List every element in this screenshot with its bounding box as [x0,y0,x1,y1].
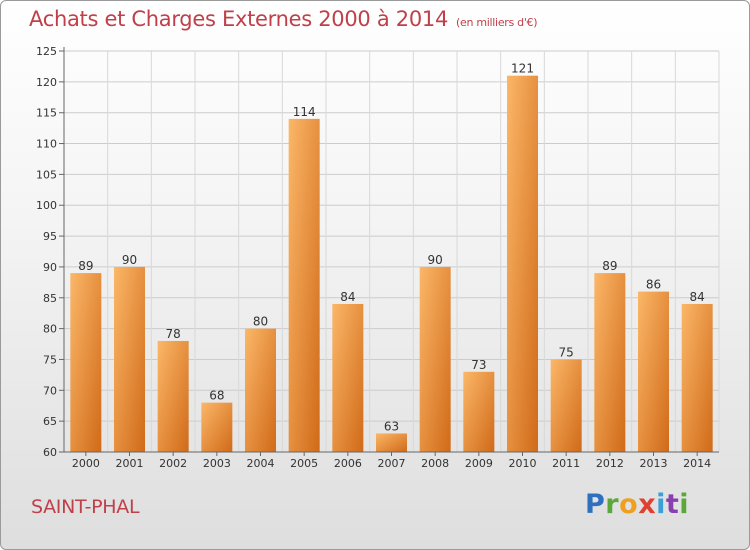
y-tick-label: 95 [43,230,57,243]
x-tick-label: 2010 [509,457,537,470]
x-tick-label: 2006 [334,457,362,470]
x-tick-label: 2002 [159,457,187,470]
bar-2006 [332,303,364,452]
bar-2013 [638,291,669,452]
data-label: 86 [646,278,661,292]
x-tick-label: 2008 [421,457,449,470]
y-tick-label: 120 [36,76,57,89]
y-tick-label: 90 [43,261,57,274]
bar-2008 [419,266,451,452]
bar-2005 [288,118,320,452]
bar-2003 [201,402,233,452]
proxiti-logo[interactable]: Proxiti [585,489,690,520]
data-label: 84 [340,290,355,304]
bar-2007 [376,433,407,452]
data-label: 121 [511,62,534,76]
y-tick-label: 75 [43,353,57,366]
data-label: 75 [559,345,574,359]
bar-2004 [245,328,276,452]
data-label: 90 [428,253,443,267]
data-label: 80 [253,315,268,329]
y-tick-label: 80 [43,323,57,336]
chart-subtitle: (en milliers d'€) [456,16,538,29]
x-tick-label: 2014 [683,457,711,470]
x-tick-label: 2004 [247,457,275,470]
y-tick-label: 100 [36,199,57,212]
y-tick-label: 60 [43,446,57,459]
bars-layer: 89 90 78 68 80 114 84 63 90 73 121 75 89 86 84 [70,62,713,452]
x-tick-label: 2000 [72,457,100,470]
data-label: 63 [384,419,399,433]
axis-layer: 60 65 70 75 80 85 90 95 100 105 110 115 120 125 2000 20… [36,45,719,470]
x-tick-label: 2007 [378,457,406,470]
y-tick-label: 105 [36,168,57,181]
y-tick-label: 85 [43,292,57,305]
y-tick-label: 125 [36,45,57,58]
data-label: 89 [602,259,617,273]
x-tick-label: 2013 [640,457,668,470]
y-tick-label: 65 [43,415,57,428]
chart-title: Achats et Charges Externes 2000 à 2014 (e… [29,7,538,31]
bar-2000 [70,273,102,452]
chart-title-text: Achats et Charges Externes 2000 à 2014 [29,7,449,31]
x-tick-label: 2011 [552,457,580,470]
bar-2002 [157,340,189,452]
x-tick-label: 2005 [290,457,318,470]
data-label: 90 [122,253,137,267]
bar-2014 [681,303,713,452]
data-label: 73 [471,358,486,372]
bar-2001 [114,266,145,452]
x-tick-label: 2009 [465,457,493,470]
location-name: SAINT-PHAL [31,496,140,518]
data-label: 89 [78,259,93,273]
x-tick-label: 2012 [596,457,624,470]
bar-2011 [550,359,582,452]
x-tick-label: 2001 [116,457,144,470]
bar-2012 [594,273,626,452]
y-tick-label: 110 [36,138,57,151]
x-tick-label: 2003 [203,457,231,470]
y-tick-label: 115 [36,107,57,120]
data-label: 84 [690,290,705,304]
bar-2009 [463,371,495,452]
y-tick-label: 70 [43,384,57,397]
data-label: 114 [293,105,316,119]
data-label: 78 [166,327,181,341]
data-label: 68 [209,389,224,403]
bar-2010 [507,75,538,452]
